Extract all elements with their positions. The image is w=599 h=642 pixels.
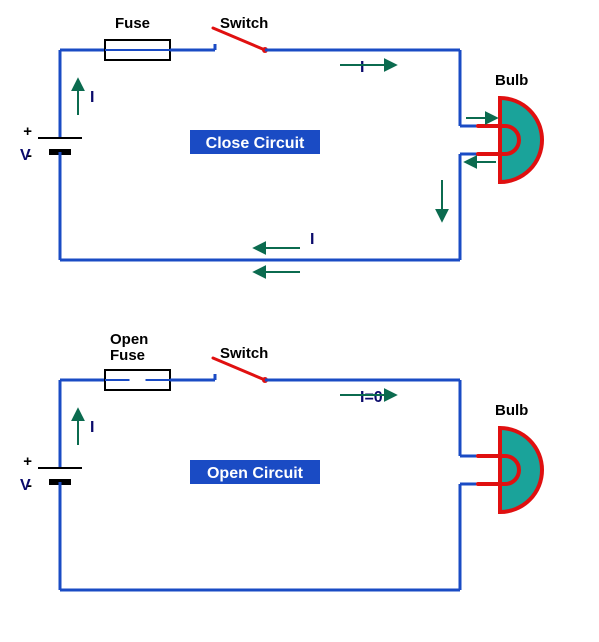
bulb-label: Bulb bbox=[495, 72, 528, 89]
svg-text:+: + bbox=[23, 123, 32, 140]
bulb-label: Bulb bbox=[495, 402, 528, 419]
i-label-left: I bbox=[90, 419, 94, 436]
i-label-left: I bbox=[90, 89, 94, 106]
svg-text:+: + bbox=[23, 453, 32, 470]
fuse-label-1: Open bbox=[110, 331, 148, 348]
i-label-right: I bbox=[360, 59, 364, 76]
circuit: +-Close CircuitFuseSwitchBulbVIII bbox=[20, 15, 542, 272]
i-label-right: I=0 bbox=[360, 389, 383, 406]
switch-label: Switch bbox=[220, 345, 268, 362]
v-label: V bbox=[20, 147, 31, 164]
circuit-title: Close Circuit bbox=[206, 135, 305, 152]
v-label: V bbox=[20, 477, 31, 494]
switch-label: Switch bbox=[220, 15, 268, 32]
circuit: +-Open CircuitOpenFuseSwitchBulbVII=0 bbox=[20, 331, 542, 590]
circuit-title: Open Circuit bbox=[207, 465, 304, 482]
i-label-bottom: I bbox=[310, 231, 314, 248]
fuse-label-2: Fuse bbox=[110, 347, 145, 364]
fuse-label: Fuse bbox=[115, 15, 150, 32]
